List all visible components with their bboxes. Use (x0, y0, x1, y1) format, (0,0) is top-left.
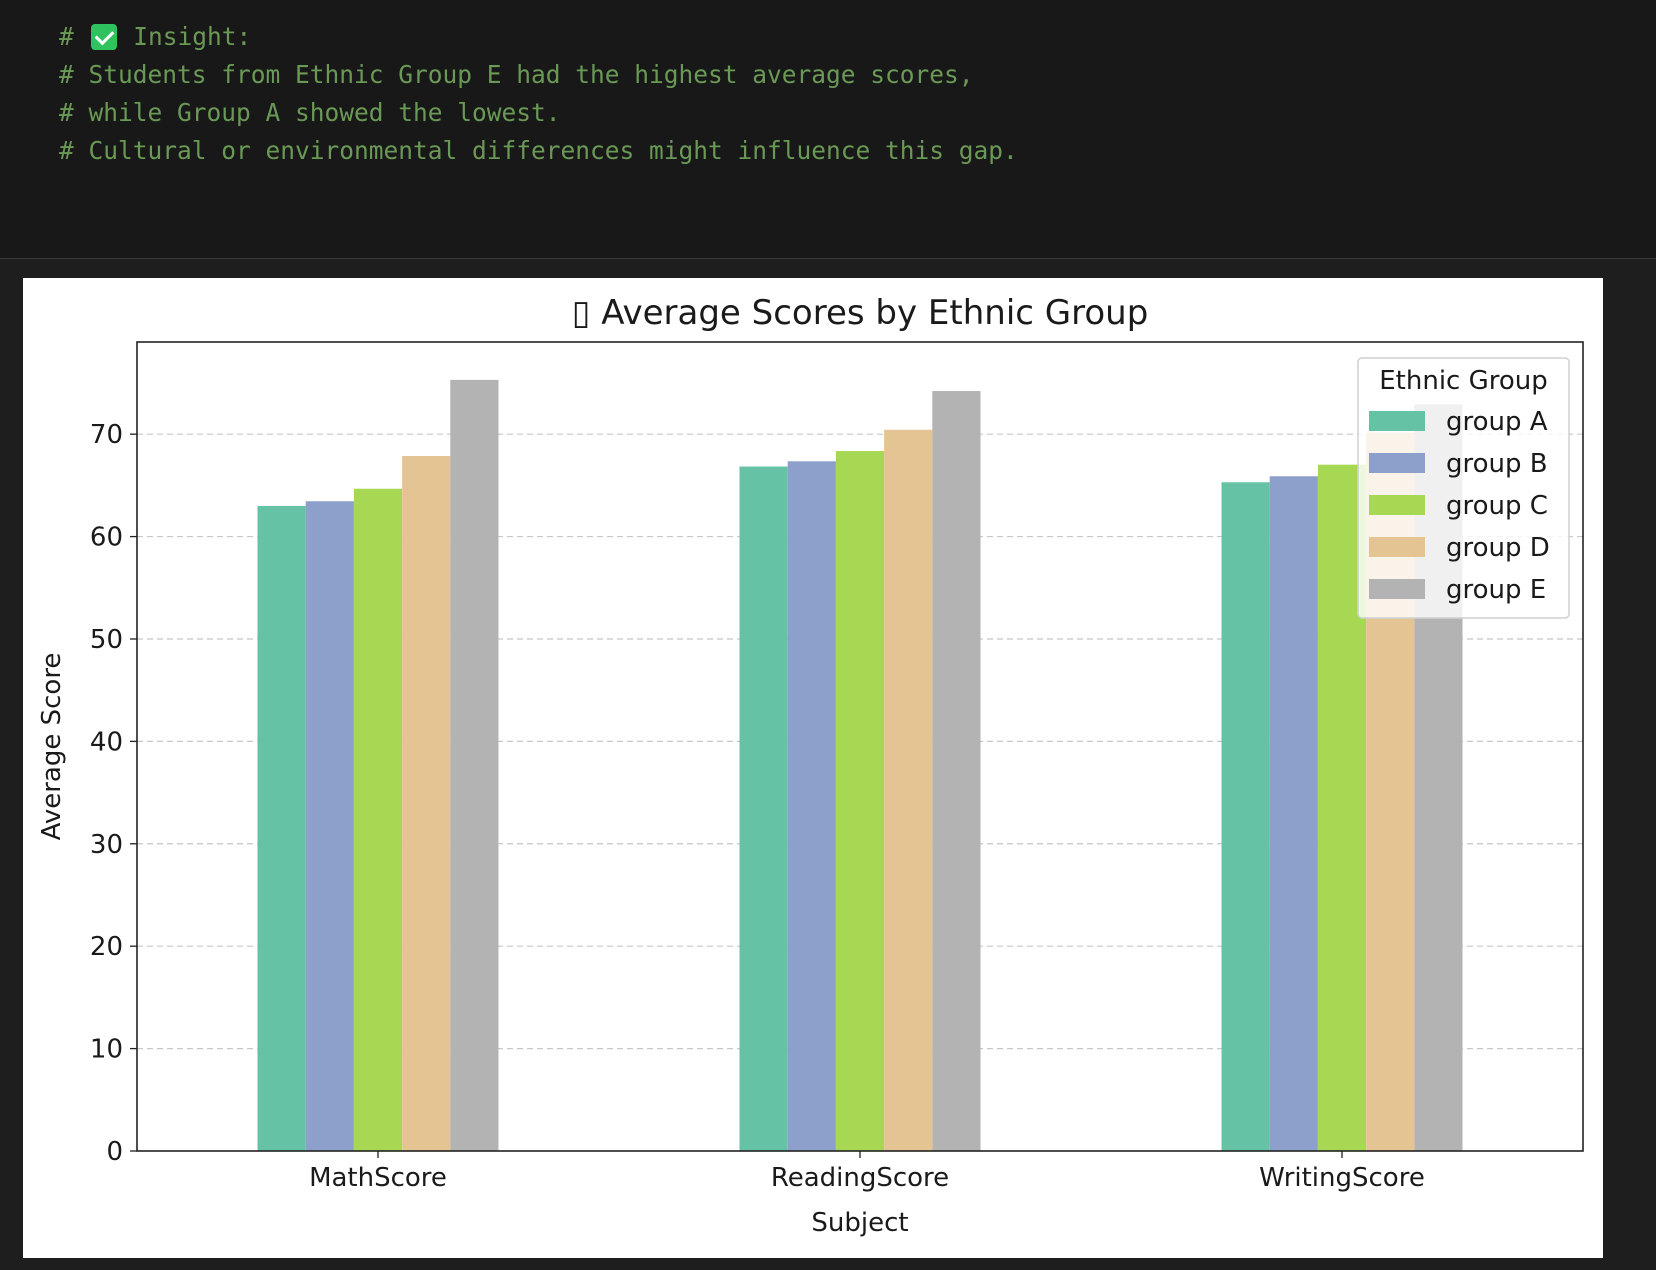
x-tick-label: MathScore (309, 1163, 447, 1193)
bar-group-a-mathscore (257, 505, 306, 1151)
bar-group-e-readingscore (932, 391, 981, 1152)
legend-title: Ethnic Group (1379, 366, 1548, 396)
legend-entry: group D (1446, 533, 1550, 563)
y-tick-label: 30 (90, 830, 123, 860)
bar-group-e-mathscore (450, 379, 499, 1151)
legend-swatch (1369, 495, 1425, 515)
y-tick-label: 10 (90, 1035, 123, 1065)
bar-group-b-writingscore (1269, 476, 1318, 1151)
legend-swatch (1369, 453, 1425, 473)
x-tick-label: ReadingScore (771, 1163, 949, 1193)
comment-line: # Students from Ethnic Group E had the h… (59, 60, 974, 89)
y-tick-label: 0 (106, 1137, 123, 1167)
y-tick-label: 50 (90, 625, 123, 655)
comment-hash: # (59, 22, 74, 51)
y-tick-label: 40 (90, 727, 123, 757)
comment-line: # Cultural or environmental differences … (59, 136, 1018, 165)
plot-frame (136, 341, 1584, 1152)
comment-line-insight: # Insight: (59, 18, 251, 56)
y-tick-label: 70 (90, 420, 123, 450)
bar-group-a-writingscore (1221, 482, 1270, 1151)
y-tick-label: 60 (90, 523, 123, 553)
legend-entry: group E (1446, 575, 1546, 605)
chart-title: ▯ Average Scores by Ethnic Group (572, 293, 1149, 333)
bar-group-d-readingscore (884, 429, 933, 1152)
bar-group-a-readingscore (739, 466, 788, 1151)
comment-line: # while Group A showed the lowest. (59, 98, 561, 127)
chart-figure: MathScore ReadingScore WritingScore 0 10 20 30… (23, 278, 1603, 1258)
legend-swatch (1369, 411, 1425, 431)
comment-text: Insight: (133, 22, 252, 51)
y-tick-label: 20 (90, 932, 123, 962)
legend-entry: group C (1446, 491, 1548, 521)
bar-group-c-readingscore (835, 451, 885, 1151)
code-cell[interactable]: # Insight: # Students from Ethnic Group … (0, 0, 1656, 259)
check-mark-button-icon (90, 24, 117, 50)
bar-group-b-readingscore (787, 461, 836, 1151)
bar-group-c-mathscore (353, 488, 403, 1151)
x-axis-label: Subject (811, 1208, 908, 1238)
legend-entry: group A (1446, 407, 1548, 437)
legend-swatch (1369, 537, 1425, 557)
legend-entry: group B (1446, 449, 1548, 479)
y-axis-label: Average Score (37, 653, 67, 841)
bar-chart: MathScore ReadingScore WritingScore 0 10 20 30… (37, 293, 1584, 1238)
legend-swatch (1369, 579, 1425, 599)
x-tick-label: WritingScore (1259, 1163, 1425, 1193)
bar-group-d-mathscore (402, 455, 451, 1152)
bar-group-b-mathscore (305, 501, 354, 1151)
